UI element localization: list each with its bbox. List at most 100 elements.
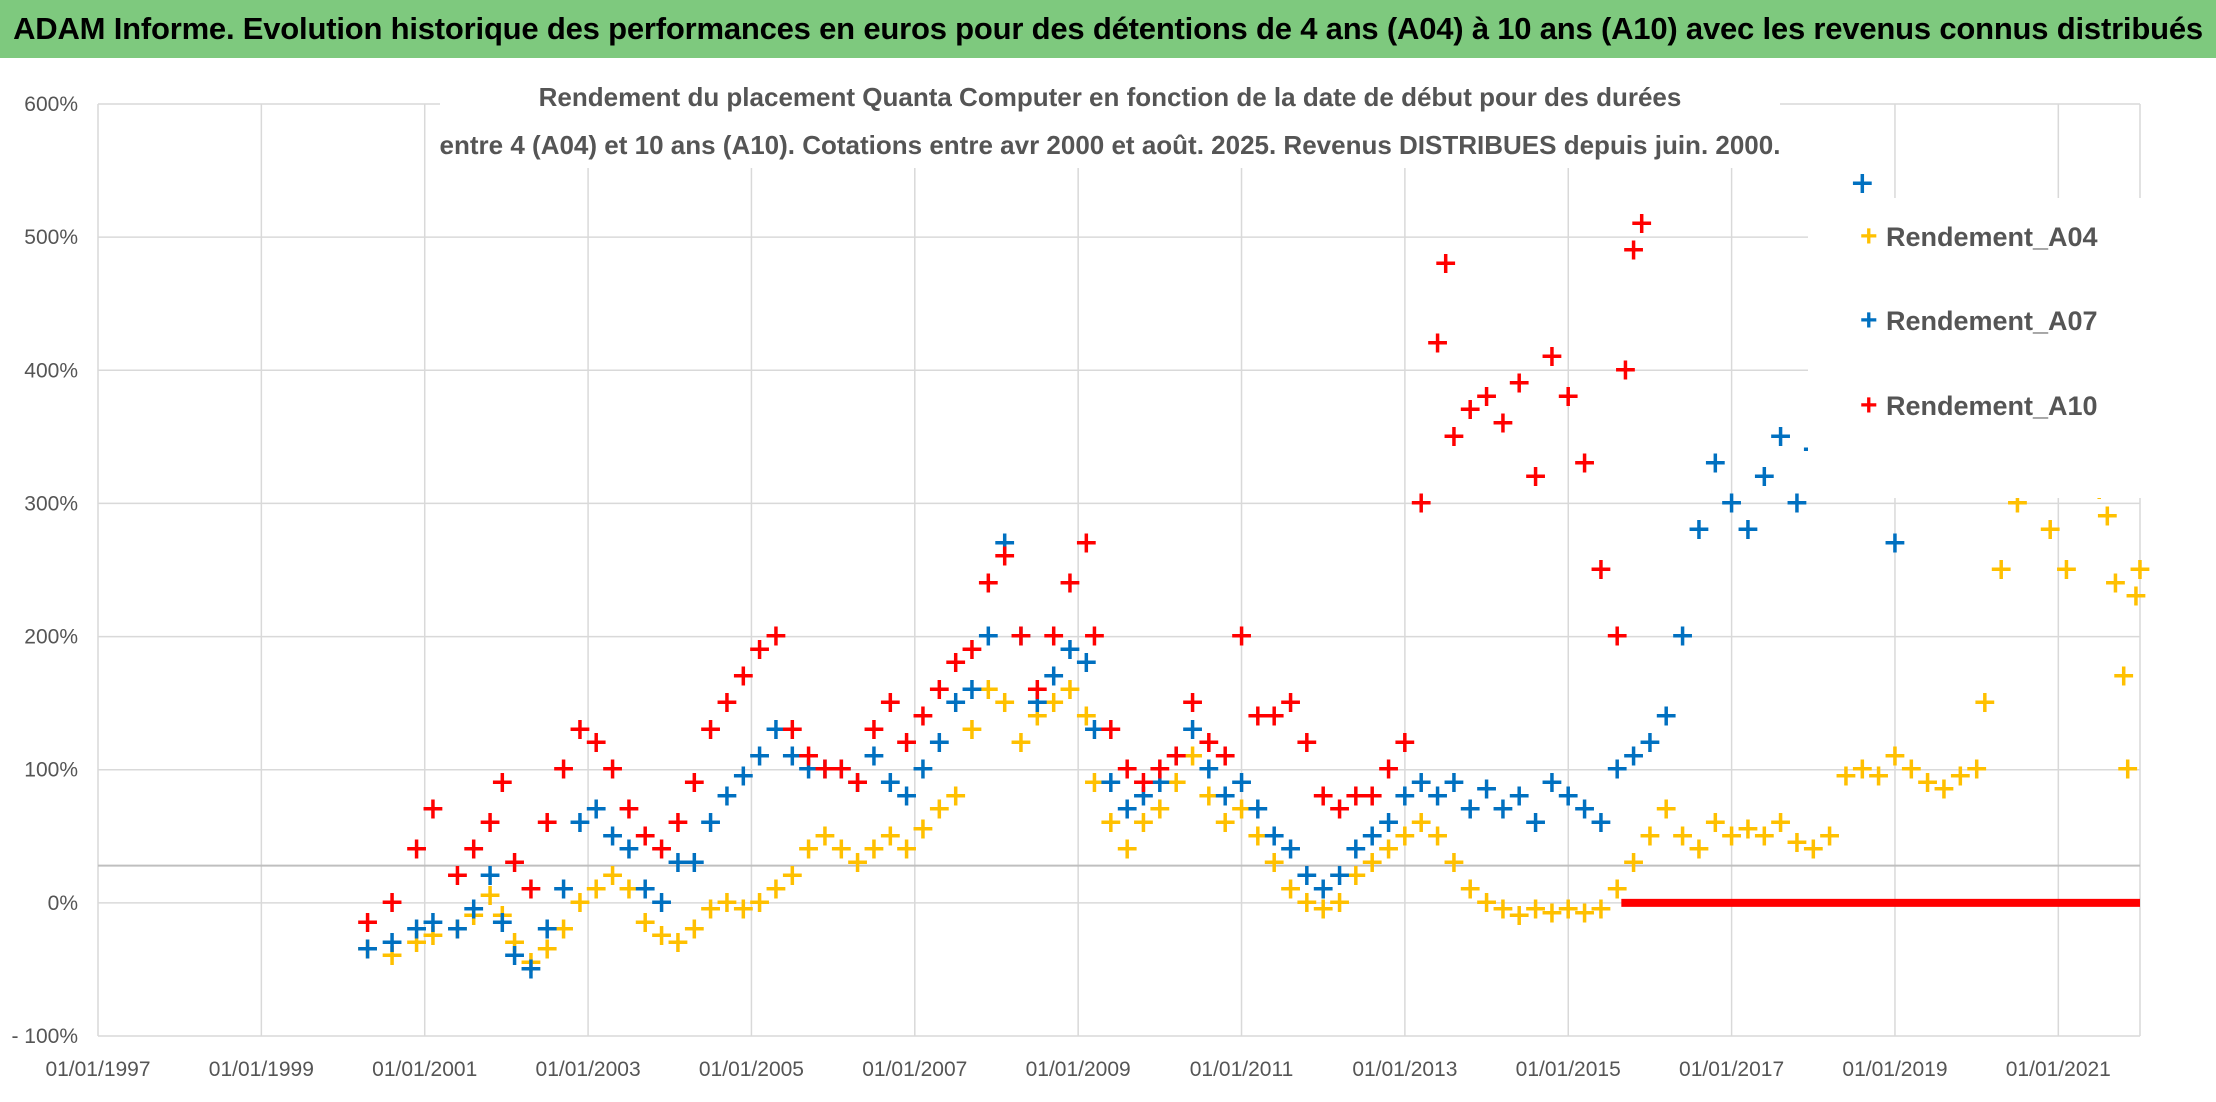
data-point: + bbox=[1360, 845, 1385, 880]
data-point: + bbox=[1637, 818, 1662, 853]
data-point: + bbox=[927, 725, 952, 760]
data-point: + bbox=[490, 765, 515, 800]
data-point: + bbox=[616, 832, 641, 867]
data-point: + bbox=[1441, 419, 1466, 454]
data-point: + bbox=[1294, 885, 1319, 920]
data-point: + bbox=[2111, 659, 2136, 694]
data-point: + bbox=[649, 885, 674, 920]
banner-title: ADAM Informe. Evolution historique des p… bbox=[13, 11, 2203, 46]
data-point: + bbox=[1425, 778, 1450, 813]
x-tick-label: 01/01/2003 bbox=[536, 1058, 641, 1081]
data-point: + bbox=[2115, 752, 2140, 787]
series-a10-zero-band bbox=[1621, 898, 2140, 907]
data-point: + bbox=[1147, 752, 1172, 787]
data-point: + bbox=[600, 752, 625, 787]
plot-area: + + ++ ++++++++++++++++++++++++++++++++++++… bbox=[355, 166, 2153, 987]
data-point: + bbox=[927, 672, 952, 707]
data-point: + bbox=[878, 685, 903, 720]
data-point: + bbox=[1392, 725, 1417, 760]
data-point: + bbox=[1025, 685, 1050, 720]
data-point: + bbox=[551, 911, 576, 946]
data-point: + bbox=[731, 659, 756, 694]
data-point: + bbox=[780, 712, 805, 747]
data-point: + bbox=[1621, 738, 1646, 773]
data-point: + bbox=[1180, 685, 1205, 720]
data-point: + bbox=[461, 832, 486, 867]
data-point: + bbox=[1719, 818, 1744, 853]
data-point: + bbox=[910, 698, 935, 733]
data-point: + bbox=[1164, 738, 1189, 773]
data-point: + bbox=[845, 845, 870, 880]
data-point: + bbox=[943, 685, 968, 720]
data-point: + bbox=[1801, 832, 1826, 867]
data-point: + bbox=[1115, 792, 1140, 827]
data-point: + bbox=[992, 525, 1017, 560]
data-point: + bbox=[1074, 525, 1099, 560]
data-point: + bbox=[518, 945, 543, 980]
data-point: + bbox=[1474, 772, 1499, 807]
data-point: + bbox=[1588, 552, 1613, 587]
data-point: + bbox=[2095, 499, 2120, 534]
data-point: + bbox=[910, 752, 935, 787]
x-tick-label: 01/01/2011 bbox=[1190, 1058, 1294, 1081]
data-point: + bbox=[1523, 892, 1548, 927]
data-point: + bbox=[1343, 778, 1368, 813]
y-tick-label: 300% bbox=[24, 492, 78, 515]
data-point: + bbox=[763, 872, 788, 907]
data-point: + bbox=[518, 951, 543, 986]
data-point: + bbox=[1376, 832, 1401, 867]
data-point: + bbox=[1131, 778, 1156, 813]
y-axis-labels: - 100% 0% 100% 200% 300% 400% 500% 600% bbox=[11, 93, 78, 1048]
data-point: + bbox=[1507, 366, 1532, 401]
data-point: + bbox=[1196, 725, 1221, 760]
data-point: + bbox=[812, 752, 837, 787]
data-point: + bbox=[1057, 565, 1082, 600]
data-point: + bbox=[535, 931, 560, 966]
gridlines bbox=[97, 103, 2141, 1037]
data-point: + bbox=[1458, 392, 1483, 427]
data-point: + bbox=[1115, 832, 1140, 867]
y-tick-label: - 100% bbox=[11, 1025, 78, 1048]
data-point: + bbox=[1008, 619, 1033, 654]
data-point: + bbox=[1752, 818, 1777, 853]
data-point: + bbox=[1686, 512, 1711, 547]
data-point: + bbox=[551, 752, 576, 787]
data-point: + bbox=[1311, 778, 1336, 813]
data-point: + bbox=[567, 885, 592, 920]
data-point: + bbox=[1850, 752, 1875, 787]
data-point: + bbox=[976, 619, 1001, 654]
data-point: + bbox=[477, 858, 502, 893]
data-point: + bbox=[1229, 619, 1254, 654]
data-point: + bbox=[1539, 896, 1564, 931]
header-banner: ADAM Informe. Evolution historique des p… bbox=[0, 0, 2216, 60]
data-point: + bbox=[1164, 738, 1189, 773]
x-tick-label: 01/01/2001 bbox=[372, 1058, 477, 1081]
data-point: + bbox=[1588, 892, 1613, 927]
data-point: + bbox=[600, 818, 625, 853]
data-point: + bbox=[1213, 778, 1238, 813]
data-point: + bbox=[1539, 765, 1564, 800]
data-point: + bbox=[1441, 765, 1466, 800]
data-point: + bbox=[1539, 339, 1564, 374]
data-point: + bbox=[1147, 792, 1172, 827]
data-point: + bbox=[1343, 858, 1368, 893]
data-point: + bbox=[976, 672, 1001, 707]
data-point: + bbox=[1768, 805, 1793, 840]
legend-marker-a10: + bbox=[1860, 389, 1878, 422]
data-point: + bbox=[379, 925, 404, 960]
x-tick-label: 01/01/2007 bbox=[862, 1058, 967, 1081]
x-tick-label: 01/01/2019 bbox=[1842, 1058, 1947, 1081]
data-point: + bbox=[1147, 765, 1172, 800]
data-point: + bbox=[1196, 752, 1221, 787]
data-point: + bbox=[1474, 885, 1499, 920]
legend-label-a07: Rendement_A07 bbox=[1886, 306, 2098, 336]
data-point: + bbox=[714, 685, 739, 720]
data-point: + bbox=[1229, 792, 1254, 827]
data-point: + bbox=[1278, 685, 1303, 720]
data-point: + bbox=[1343, 832, 1368, 867]
data-point: + bbox=[1572, 792, 1597, 827]
data-point: + bbox=[2038, 512, 2063, 547]
data-point: + bbox=[404, 911, 429, 946]
data-point: + bbox=[616, 792, 641, 827]
data-point: + bbox=[1507, 898, 1532, 933]
